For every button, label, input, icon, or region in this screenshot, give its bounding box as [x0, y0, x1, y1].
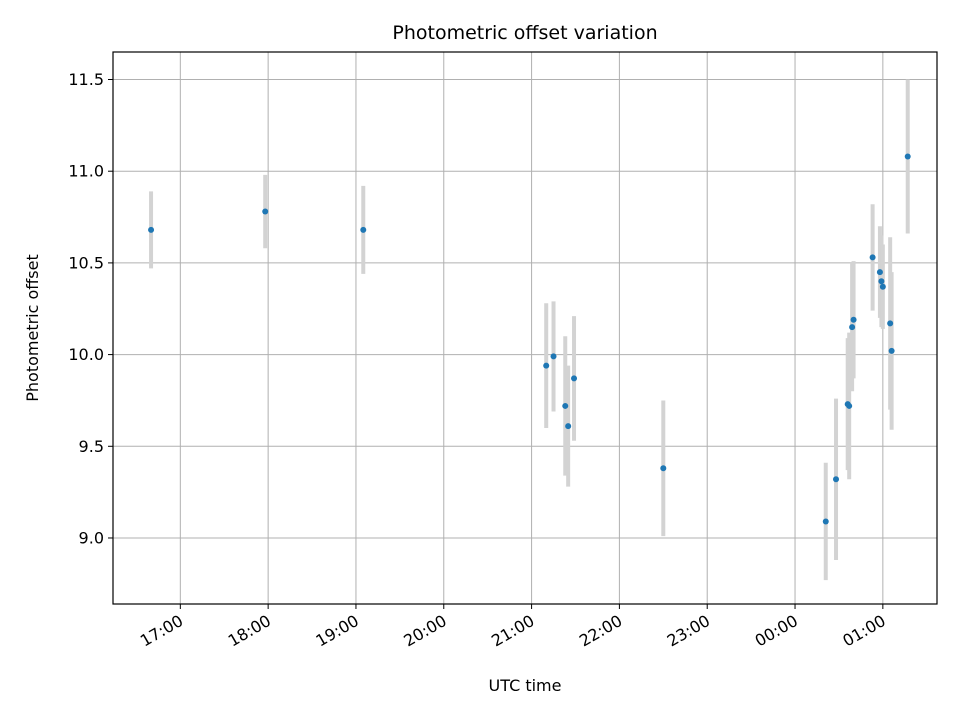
data-point: [822, 518, 829, 525]
data-point: [869, 254, 876, 261]
data-point: [543, 362, 550, 369]
data-point: [550, 353, 557, 360]
data-point: [562, 402, 569, 409]
x-tick-label: 18:00: [225, 611, 274, 651]
data-point: [904, 153, 911, 160]
data-point: [849, 324, 856, 331]
y-tick-label: 10.0: [68, 345, 104, 364]
data-point: [887, 320, 894, 327]
data-point: [571, 375, 578, 382]
data-point: [262, 208, 269, 215]
data-point: [833, 476, 840, 483]
x-tick-label: 20:00: [400, 611, 449, 651]
chart-title: Photometric offset variation: [392, 22, 657, 44]
x-tick-label: 19:00: [313, 611, 362, 651]
y-tick-label: 10.5: [68, 253, 104, 272]
data-point: [888, 347, 895, 354]
x-tick-label: 22:00: [576, 611, 625, 651]
data-point: [878, 278, 885, 285]
x-tick-label: 17:00: [137, 611, 186, 651]
data-point: [846, 402, 853, 409]
x-axis-ticks: 17:00 18:00 19:00 20:00 21:00 22:00 23:00 00:00…: [137, 604, 889, 651]
y-tick-label: 9.5: [79, 437, 104, 456]
data-point: [660, 465, 667, 472]
data-points: [148, 153, 911, 525]
data-point: [879, 283, 886, 290]
y-axis-ticks: 9.0 9.5 10.0 10.5 11.0 11.5: [68, 70, 113, 547]
grid: [113, 52, 937, 604]
x-tick-label: 23:00: [664, 611, 713, 651]
y-tick-label: 9.0: [79, 528, 104, 547]
data-point: [360, 226, 367, 233]
x-tick-label: 00:00: [752, 611, 801, 651]
data-point: [876, 269, 883, 276]
data-point: [850, 316, 857, 323]
x-tick-label: 21:00: [488, 611, 537, 651]
data-point: [565, 423, 572, 430]
plot-frame: [112, 51, 938, 605]
y-tick-label: 11.5: [68, 70, 104, 89]
y-tick-label: 11.0: [68, 162, 104, 181]
x-axis-label: UTC time: [489, 676, 562, 695]
error-bars: [149, 79, 910, 581]
y-axis-label: Photometric offset: [23, 254, 42, 402]
x-tick-label: 01:00: [839, 611, 888, 651]
data-point: [148, 226, 155, 233]
